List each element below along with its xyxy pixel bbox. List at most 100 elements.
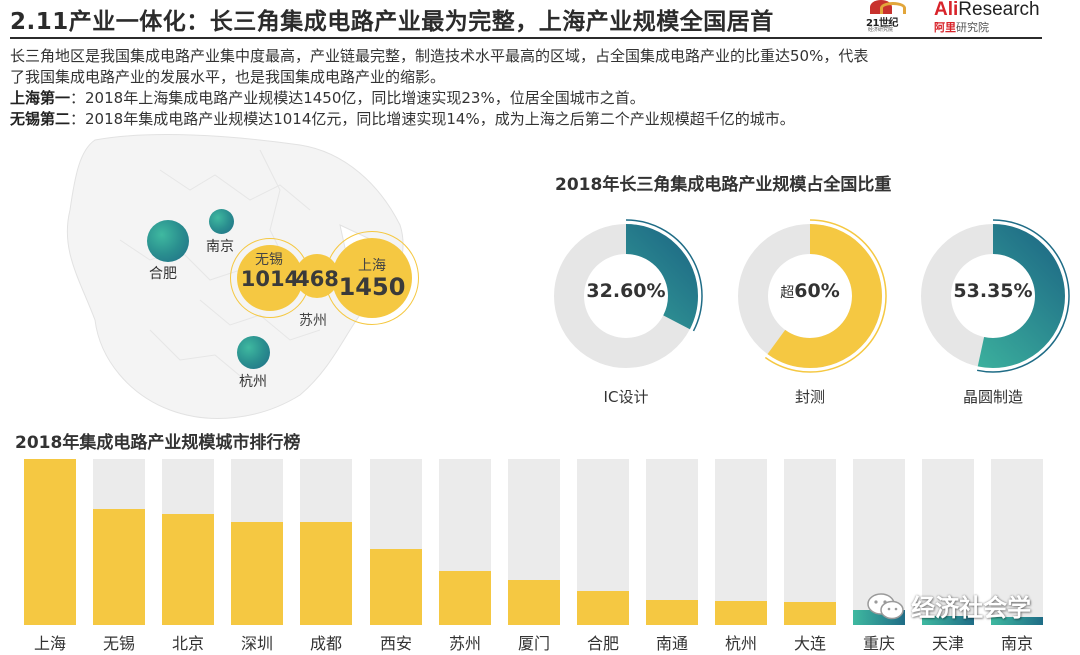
donut-packaging: 超60% — [737, 218, 897, 378]
bar-category-label: 上海 — [33, 634, 66, 653]
bar-3 — [231, 521, 283, 625]
bar-0 — [24, 459, 76, 625]
bar-category-label: 杭州 — [724, 634, 757, 653]
intro-wuxi-text: ：2018年集成电路产业规模达1014亿元，同比增速实现14%，成为上海之后第二… — [70, 110, 795, 128]
shanghai-bubble — [332, 238, 412, 318]
logo-21st-century: 21世纪 经济研究院 — [866, 0, 924, 33]
intro-text: 长三角地区是我国集成电路产业集中度最高，产业链最完整，制造技术水平最高的区域，占… — [10, 46, 1060, 130]
donut-packaging-graphic — [738, 219, 887, 373]
intro-wuxi-label: 无锡第二 — [10, 110, 71, 128]
suzhou-bubble — [295, 254, 339, 298]
bar-background — [439, 459, 491, 625]
bar-13 — [922, 616, 974, 625]
bar-4 — [300, 521, 352, 625]
bar-background — [24, 459, 76, 625]
logo-ali-prefix: Ali — [934, 0, 959, 20]
bar-2 — [162, 513, 214, 625]
title-divider — [10, 37, 1042, 39]
bar-background — [162, 459, 214, 625]
wuxi-bubble — [237, 245, 303, 311]
bar-9 — [646, 600, 698, 625]
bar-category-label: 大连 — [793, 634, 826, 653]
donut-wafer-number: 53.35% — [953, 280, 1033, 302]
shanghai-value: 1450 — [338, 273, 406, 301]
city-ranking-bar-chart — [24, 459, 1054, 625]
logo-arc-icon — [880, 2, 906, 14]
donut-slice-1 — [738, 224, 882, 368]
logo-ali-suffix: Research — [958, 0, 1040, 20]
bar-category-label: 深圳 — [240, 634, 273, 653]
bar-category-label: 成都 — [309, 634, 342, 653]
logo-ali-cn-red: 阿里 — [934, 21, 956, 34]
bar-category-label: 北京 — [171, 634, 204, 653]
bar-background — [784, 459, 836, 625]
wechat-watermark: 经济社会学 — [866, 588, 1031, 623]
bar-7 — [508, 579, 560, 625]
logo-ali-cn-rest: 研究院 — [956, 21, 989, 34]
hefei-bubble — [147, 220, 189, 262]
bar-category-label: 无锡 — [102, 634, 135, 653]
intro-shanghai-label: 上海第一 — [10, 89, 71, 107]
shanghai-city-label: 上海 — [358, 258, 386, 274]
intro-line-2: 了我国集成电路产业的发展水平，也是我国集成电路产业的缩影。 — [10, 68, 446, 86]
bar-10 — [715, 600, 767, 625]
bar-category-label: 合肥 — [586, 634, 619, 653]
hangzhou-label: 杭州 — [239, 374, 267, 390]
donut-accent-arc-0 — [625, 219, 703, 332]
bar-5 — [370, 548, 422, 625]
donut-section-title: 2018年长三角集成电路产业规模占全国比重 — [555, 175, 892, 195]
bar-background — [93, 459, 145, 625]
donut-wafer-value: 53.35% — [920, 280, 1066, 302]
wuxi-value: 1014 — [240, 267, 300, 291]
suzhou-value: 468 — [295, 267, 339, 291]
hangzhou-bubble — [237, 336, 270, 369]
intro-shanghai-text: ：2018年上海集成电路产业规模达1450亿，同比增速实现23%，位居全国城市之… — [70, 89, 645, 107]
nanjing-bubble — [209, 209, 234, 234]
donut-slice-0 — [554, 224, 698, 368]
donut-packaging-label: 封测 — [794, 388, 825, 406]
donut-packaging-value: 超60% — [737, 280, 883, 302]
donut-accent-arc-2 — [976, 219, 1070, 373]
page-title: 2.11产业一体化：长三角集成电路产业最为完整，上海产业规模全国居首 — [10, 9, 774, 35]
bar-category-label: 苏州 — [448, 634, 481, 653]
bar-background — [922, 459, 974, 625]
donut-ic-design-value: 32.60% — [553, 280, 699, 302]
donut-ic-design-number: 32.60% — [586, 280, 666, 302]
donut-wafer: 53.35% — [920, 218, 1080, 378]
logo-21-text: 21世纪 — [866, 18, 898, 29]
watermark-text: 经济社会学 — [911, 594, 1032, 622]
bar-8 — [577, 590, 629, 625]
bar-14 — [991, 617, 1043, 625]
donut-ic-design-label: IC设计 — [603, 388, 649, 406]
donut-ic-design-graphic — [554, 219, 703, 368]
bar-background — [577, 459, 629, 625]
logo-aliresearch: AliResearch 阿里研究院 — [934, 0, 1040, 34]
bar-background — [370, 459, 422, 625]
bar-background — [646, 459, 698, 625]
bar-background — [508, 459, 560, 625]
donut-slice-2 — [921, 224, 1065, 368]
bar-6 — [439, 571, 491, 625]
donut-ic-design: 32.60% — [553, 218, 713, 378]
bar-category-label: 重庆 — [862, 634, 895, 653]
bar-section-title: 2018年集成电路产业规模城市排行榜 — [15, 433, 301, 453]
donut-wafer-graphic — [921, 219, 1070, 373]
bar-background — [715, 459, 767, 625]
yangtze-delta-map: 合肥 南京 杭州 无锡 1014 468 苏州 上海 1450 — [0, 130, 540, 430]
bar-category-label: 西安 — [379, 634, 412, 653]
bar-category-label: 厦门 — [517, 634, 550, 653]
bar-background — [991, 459, 1043, 625]
bar-1 — [93, 508, 145, 625]
intro-line-1: 长三角地区是我国集成电路产业集中度最高，产业链最完整，制造技术水平最高的区域，占… — [10, 47, 869, 65]
hefei-label: 合肥 — [149, 266, 177, 282]
bar-category-label: 南京 — [1000, 634, 1033, 653]
donut-packaging-prefix: 超 — [780, 285, 795, 301]
bar-background — [300, 459, 352, 625]
bar-11 — [784, 602, 836, 625]
wuxi-city-label: 无锡 — [255, 252, 283, 268]
donut-wafer-label: 晶圆制造 — [962, 388, 1023, 406]
bar-category-label: 天津 — [931, 634, 964, 653]
bar-background — [231, 459, 283, 625]
bar-category-label: 南通 — [655, 634, 688, 653]
donut-accent-arc-1 — [764, 219, 887, 373]
